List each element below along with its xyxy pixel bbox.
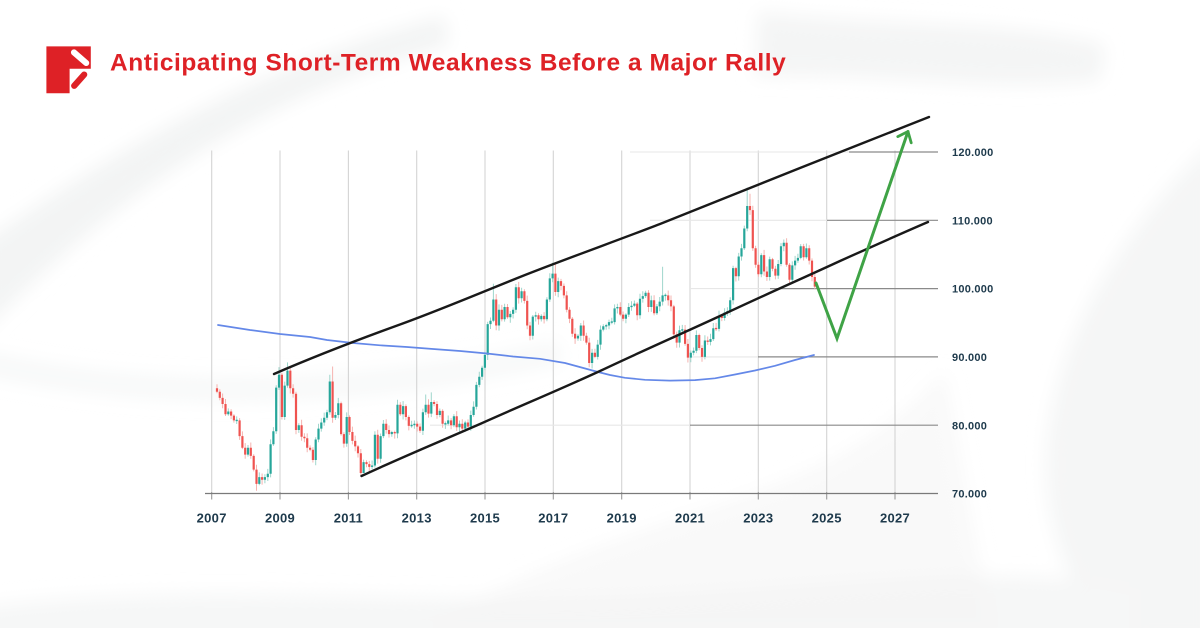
svg-text:100.000: 100.000 (952, 284, 994, 296)
svg-text:2025: 2025 (812, 511, 842, 526)
svg-text:120.000: 120.000 (952, 147, 994, 159)
svg-text:2019: 2019 (607, 511, 637, 526)
svg-text:2007: 2007 (197, 511, 227, 526)
svg-text:2011: 2011 (334, 511, 363, 526)
svg-text:110.000: 110.000 (952, 215, 993, 227)
svg-text:2023: 2023 (743, 511, 773, 526)
svg-text:2027: 2027 (880, 511, 910, 526)
svg-text:70.000: 70.000 (952, 489, 987, 501)
svg-text:2021: 2021 (675, 511, 705, 526)
svg-text:2015: 2015 (470, 511, 500, 526)
svg-text:2013: 2013 (402, 511, 432, 526)
svg-text:2017: 2017 (538, 511, 568, 526)
svg-text:2009: 2009 (265, 511, 295, 526)
svg-text:90.000: 90.000 (952, 352, 987, 364)
svg-text:Anticipating Short-Term Weakne: Anticipating Short-Term Weakness Before … (110, 50, 786, 77)
svg-text:80.000: 80.000 (952, 420, 987, 432)
